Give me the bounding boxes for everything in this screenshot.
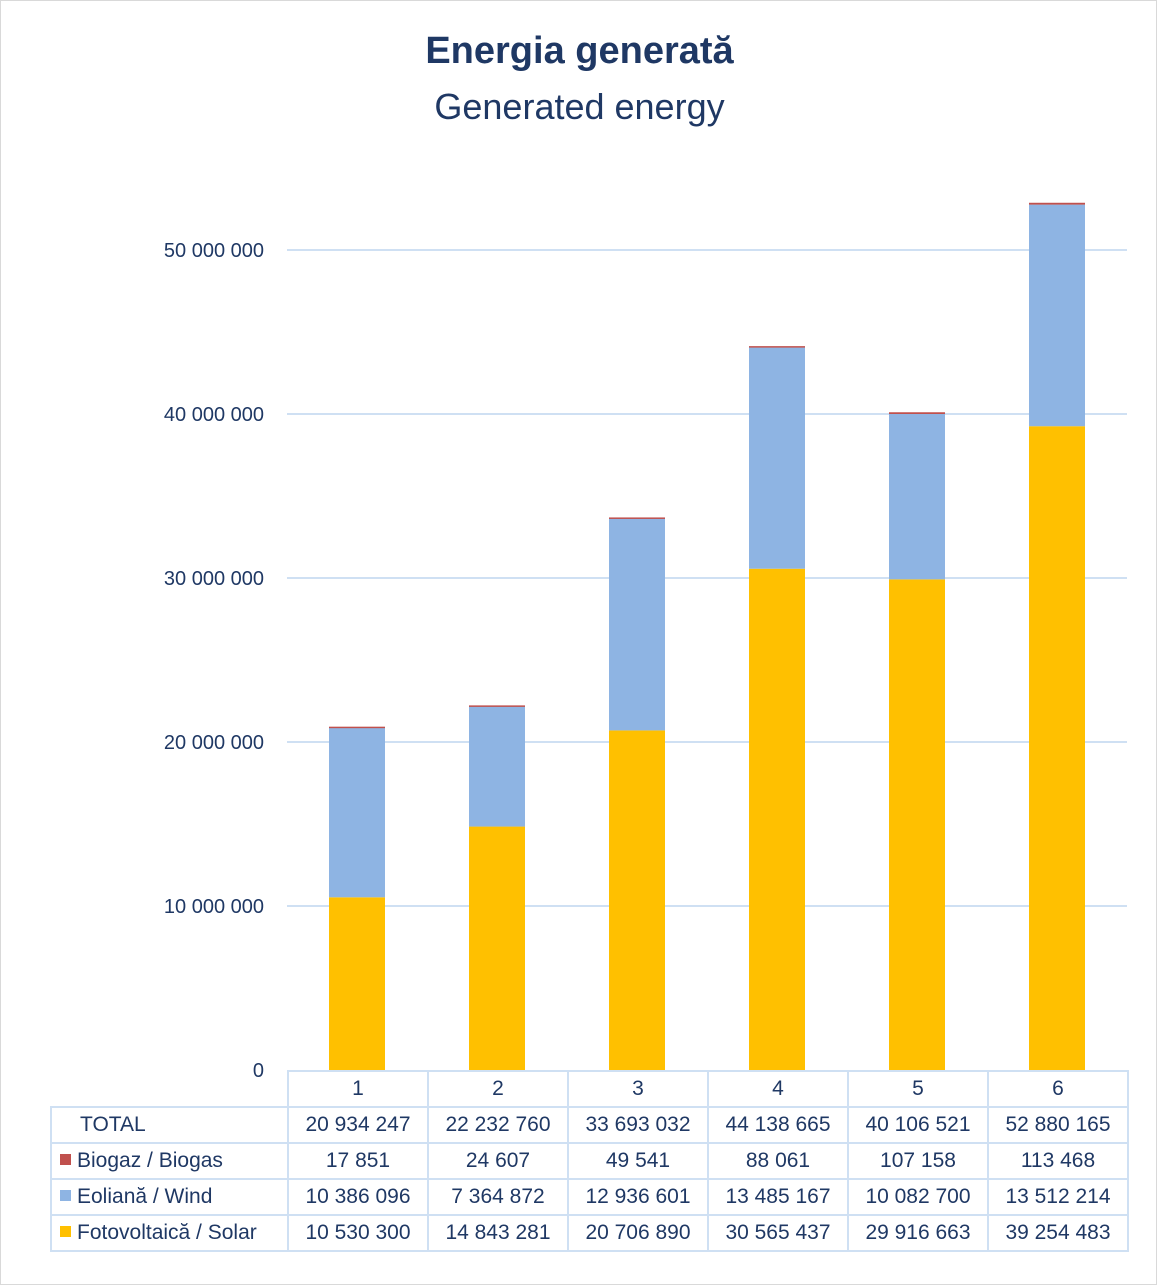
bar-segment	[1029, 426, 1085, 1071]
x-tick-label: 3	[567, 1070, 709, 1108]
bar-segment	[1029, 204, 1085, 427]
data-label: 10 386 096	[287, 1178, 429, 1216]
total-value: 44 138 665	[707, 1106, 849, 1144]
x-tick-label: 4	[707, 1070, 849, 1108]
data-label: 88 061	[707, 1142, 849, 1180]
total-value: 20 934 247	[287, 1106, 429, 1144]
data-label: 29 916 663	[847, 1214, 989, 1252]
data-label: 17 851	[287, 1142, 429, 1180]
data-label: 39 254 483	[987, 1214, 1129, 1252]
bar-segment	[609, 730, 665, 1070]
x-tick-label: 2	[427, 1070, 569, 1108]
y-tick-label: 40 000 000	[164, 404, 264, 426]
total-value: 22 232 760	[427, 1106, 569, 1144]
total-value: 33 693 032	[567, 1106, 709, 1144]
y-tick-label: 50 000 000	[164, 240, 264, 262]
bar-segment	[749, 346, 805, 348]
total-value: 40 106 521	[847, 1106, 989, 1144]
bar-segment	[889, 579, 945, 1070]
data-label: 12 936 601	[567, 1178, 709, 1216]
bar-segment	[749, 568, 805, 1070]
data-label: 13 485 167	[707, 1178, 849, 1216]
series-label: Fotovoltaică / Solar	[77, 1221, 257, 1244]
y-tick-label: 30 000 000	[164, 568, 264, 590]
series-label: Biogaz / Biogas	[77, 1149, 223, 1172]
bar-segment	[329, 726, 385, 898]
bar-segment	[329, 897, 385, 1070]
bar-segment	[609, 518, 665, 731]
total-value: 52 880 165	[987, 1106, 1129, 1144]
x-tick-label: 1	[287, 1070, 429, 1108]
bar-segment	[469, 705, 525, 707]
data-label: 49 541	[567, 1142, 709, 1180]
data-label: 7 364 872	[427, 1178, 569, 1216]
data-label: 10 082 700	[847, 1178, 989, 1216]
bar-segment	[889, 414, 945, 580]
data-label: 113 468	[987, 1142, 1129, 1180]
total-row-label: TOTAL	[80, 1113, 146, 1136]
y-tick-label: 10 000 000	[164, 896, 264, 918]
data-label: 24 607	[427, 1142, 569, 1180]
data-label: 20 706 890	[567, 1214, 709, 1252]
bar-segment	[329, 726, 385, 729]
chart-title: Energia generată	[425, 30, 734, 72]
data-label: 10 530 300	[287, 1214, 429, 1252]
x-tick-label: 5	[847, 1070, 989, 1108]
series-label: Eoliană / Wind	[77, 1185, 213, 1208]
data-label: 14 843 281	[427, 1214, 569, 1252]
bar-segment	[609, 517, 665, 519]
data-label: 107 158	[847, 1142, 989, 1180]
bar-segment	[469, 826, 525, 1070]
x-tick-label: 6	[987, 1070, 1129, 1108]
table-corner	[51, 1071, 289, 1107]
bar-segment	[1029, 202, 1085, 205]
legend-key	[60, 1153, 71, 1165]
data-table: 1 2 3 4 5 6 TOTAL 20 934 247 22 232 760 33 693 03…	[50, 1070, 1129, 1252]
bar-segment	[469, 705, 525, 827]
legend-key	[60, 1189, 71, 1201]
bars	[329, 202, 1085, 1071]
legend-key	[60, 1225, 71, 1237]
data-label: 30 565 437	[707, 1214, 849, 1252]
gridlines	[287, 249, 1127, 907]
y-tick-label: 20 000 000	[164, 732, 264, 754]
bar-segment	[889, 412, 945, 415]
data-label: 13 512 214	[987, 1178, 1129, 1216]
chart-subtitle: Generated energy	[434, 86, 725, 127]
bar-segment	[749, 347, 805, 569]
